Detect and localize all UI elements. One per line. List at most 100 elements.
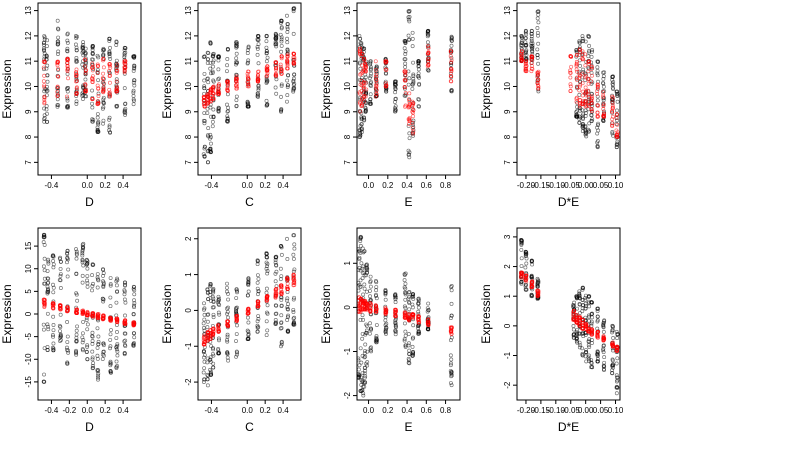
observed-point: [278, 326, 283, 331]
observed-point: [210, 294, 215, 299]
fitted-point: [202, 340, 207, 345]
observed-point: [279, 37, 284, 42]
observed-point: [411, 60, 416, 65]
fitted-point: [519, 59, 524, 63]
observed-point: [394, 79, 399, 84]
observed-point: [393, 107, 398, 112]
observed-point: [273, 85, 278, 90]
fitted-point: [529, 69, 534, 74]
observed-point: [411, 296, 416, 301]
observed-point: [610, 131, 615, 136]
observed-point: [601, 324, 606, 329]
observed-point: [44, 53, 49, 58]
y-tick-label: -2: [184, 378, 193, 386]
fitted-point: [361, 84, 366, 88]
fitted-point: [586, 92, 591, 97]
fitted-point: [411, 129, 416, 134]
plot-frame: [37, 2, 142, 176]
y-tick-label: 9: [184, 109, 193, 114]
points-layer: [356, 234, 454, 398]
observed-point: [225, 351, 230, 356]
observed-point: [65, 255, 70, 260]
observed-point: [245, 104, 250, 109]
observed-point: [246, 336, 251, 340]
observed-point: [210, 119, 215, 124]
fitted-point: [411, 107, 416, 112]
fitted-point: [285, 54, 290, 59]
observed-point: [583, 296, 588, 300]
fitted-point: [449, 74, 454, 79]
observed-point: [123, 282, 128, 287]
observed-point: [255, 319, 260, 324]
points-layer: [518, 238, 620, 396]
observed-point: [100, 352, 105, 357]
observed-point: [586, 33, 591, 38]
panel-5: -0.4 -0.2 0.0 0.2 0.4 -15 -10 -5 0 5 10 15 D Expre…: [0, 227, 142, 434]
y-axis-title: Expression: [0, 284, 14, 343]
observed-point: [602, 89, 607, 94]
y-tick-label: -2: [343, 391, 352, 399]
x-ticks: 0.0 0.2 0.4 0.6 0.8: [363, 175, 452, 190]
observed-point: [208, 105, 213, 110]
observed-point: [584, 350, 589, 355]
observed-point: [205, 377, 210, 382]
fitted-point: [384, 67, 389, 72]
observed-point: [95, 128, 100, 133]
points-layer: [518, 9, 620, 150]
fitted-point: [595, 110, 600, 115]
observed-point: [56, 35, 61, 40]
fitted-point: [108, 93, 112, 98]
observed-point: [595, 319, 600, 324]
observed-point: [536, 284, 540, 289]
observed-point: [580, 286, 585, 290]
observed-point: [285, 25, 290, 30]
observed-point: [274, 269, 279, 274]
observed-point: [449, 370, 454, 375]
fitted-point: [205, 94, 210, 99]
observed-point: [601, 76, 606, 81]
observed-point: [90, 45, 95, 50]
observed-point: [368, 74, 373, 79]
y-tick-label: 8: [343, 134, 352, 139]
fitted-point: [255, 78, 260, 83]
fitted-point: [416, 314, 421, 319]
observed-point: [523, 43, 528, 48]
observed-point: [449, 35, 454, 40]
observed-point: [416, 301, 421, 306]
fitted-point: [90, 65, 94, 70]
fitted-point: [234, 315, 239, 320]
observed-point: [256, 83, 261, 88]
observed-point: [216, 310, 221, 315]
observed-point: [234, 94, 239, 99]
fitted-point: [575, 77, 579, 82]
observed-point: [131, 303, 136, 308]
fitted-point: [115, 86, 120, 91]
fitted-point: [107, 62, 112, 67]
fitted-point: [367, 301, 372, 305]
observed-point: [363, 342, 368, 347]
observed-point: [583, 297, 588, 302]
observed-point: [205, 312, 210, 317]
fitted-point: [225, 322, 230, 327]
observed-point: [587, 357, 592, 362]
observed-point: [114, 336, 119, 340]
observed-point: [96, 373, 100, 378]
observed-point: [358, 36, 363, 41]
observed-point: [384, 325, 389, 330]
observed-point: [45, 322, 50, 327]
observed-point: [416, 296, 421, 301]
y-tick-label: 12: [184, 31, 193, 40]
plot-frame: [516, 2, 621, 176]
observed-point: [245, 102, 250, 107]
observed-point: [58, 325, 63, 329]
observed-point: [208, 41, 213, 46]
fitted-point: [519, 49, 524, 54]
fitted-point: [216, 91, 221, 96]
observed-point: [45, 311, 50, 316]
observed-point: [122, 342, 127, 347]
observed-point: [65, 260, 69, 265]
observed-point: [448, 338, 453, 343]
x-tick-label: 0.4: [278, 181, 290, 190]
observed-point: [211, 289, 216, 294]
x-axis-title: D*E: [558, 420, 579, 434]
